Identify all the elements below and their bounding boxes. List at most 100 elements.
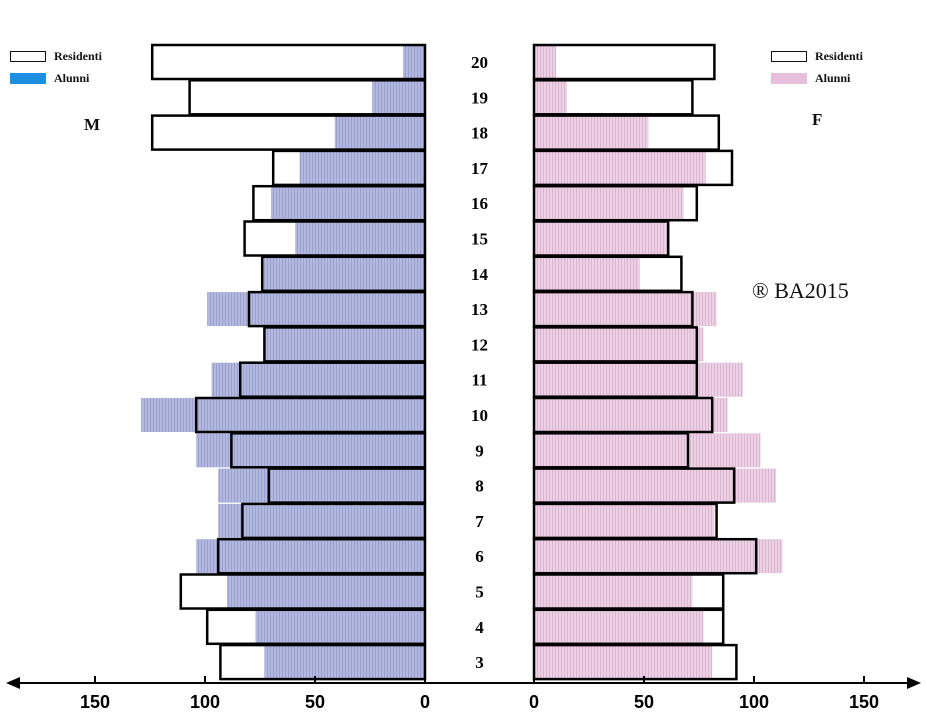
x-axis: 150 100 50 0 0 50 100 150: [6, 676, 921, 712]
age-label-14: 14: [471, 265, 489, 284]
bar-male-alunni-4: [255, 609, 425, 644]
male-alunni-bars: [141, 45, 425, 680]
x-tick-label: 0: [420, 692, 430, 712]
bar-female-alunni-5: [534, 574, 693, 609]
age-label-19: 19: [471, 88, 488, 107]
bar-female-alunni-6: [534, 539, 783, 574]
bar-female-residenti-19: [532, 79, 694, 116]
bar-male-residenti-5: [179, 573, 427, 610]
bar-female-alunni-20: [534, 45, 556, 79]
bar-male-residenti-12: [263, 326, 427, 363]
bar-female-alunni-9: [534, 433, 761, 468]
female-side-label: F: [812, 110, 823, 129]
bar-male-residenti-15: [243, 220, 427, 257]
bar-male-alunni-15: [295, 221, 425, 256]
x-tick-label: 150: [80, 692, 110, 712]
bar-female-residenti-7: [532, 502, 718, 540]
age-label-9: 9: [475, 441, 484, 460]
x-tick-label: 0: [529, 692, 539, 712]
age-label-4: 4: [475, 618, 484, 637]
bar-female-alunni-7: [534, 503, 715, 538]
bar-female-alunni-11: [534, 362, 743, 397]
bar-female-alunni-3: [534, 645, 713, 680]
bar-male-residenti-17: [271, 149, 427, 187]
age-label-11: 11: [471, 371, 487, 390]
bar-male-alunni-10: [141, 398, 425, 432]
bar-female-residenti-17: [532, 149, 734, 187]
legend-item-residenti: Residenti: [771, 45, 863, 67]
bar-male-residenti-9: [230, 432, 427, 469]
age-label-10: 10: [471, 406, 488, 425]
legend-swatch-alunni: [10, 72, 46, 84]
female-alunni-bars: [534, 45, 783, 680]
age-label-5: 5: [475, 583, 484, 602]
bar-male-residenti-13: [247, 290, 427, 328]
bar-male-residenti-4: [205, 608, 427, 646]
legend-swatch-residenti: [10, 50, 46, 62]
age-label-7: 7: [475, 512, 484, 531]
watermark-text: ® BA2015: [752, 278, 849, 303]
bar-male-alunni-12: [264, 327, 425, 362]
age-label-17: 17: [471, 159, 489, 178]
bar-male-residenti-16: [252, 184, 427, 222]
bar-female-alunni-19: [534, 80, 567, 115]
legend-label-alunni: Alunni: [54, 70, 90, 85]
bar-male-alunni-16: [271, 186, 425, 221]
bar-female-residenti-8: [532, 467, 736, 504]
legend-item-residenti: Residenti: [10, 45, 102, 67]
x-tick-label: 100: [739, 692, 769, 712]
bar-female-residenti-9: [532, 432, 690, 469]
legend-label-residenti: Residenti: [815, 48, 863, 63]
x-tick-label: 50: [634, 692, 654, 712]
bar-female-alunni-14: [534, 256, 640, 291]
bar-male-residenti-6: [216, 537, 427, 575]
bar-male-alunni-7: [218, 503, 425, 538]
bar-male-residenti-3: [219, 643, 427, 681]
age-label-16: 16: [471, 194, 488, 213]
bar-male-alunni-6: [196, 539, 425, 574]
axis-arrow-left-icon: [6, 677, 20, 689]
bar-female-residenti-11: [532, 361, 699, 398]
male-side-label: M: [84, 115, 101, 134]
bar-female-alunni-4: [534, 609, 704, 644]
legend-label-alunni: Alunni: [815, 70, 851, 85]
female-residenti-bars: [532, 43, 758, 681]
bar-female-residenti-18: [532, 114, 721, 151]
bar-male-residenti-8: [267, 467, 427, 504]
x-tick-label: 150: [849, 692, 879, 712]
bar-male-alunni-9: [196, 433, 425, 468]
bar-female-alunni-12: [534, 327, 704, 362]
age-label-18: 18: [471, 124, 488, 143]
bar-male-residenti-14: [260, 255, 427, 293]
age-label-13: 13: [471, 300, 488, 319]
axis-arrow-right-icon: [907, 677, 921, 689]
bar-male-alunni-14: [262, 256, 425, 291]
male-residenti-bars: [150, 43, 427, 681]
bar-male-alunni-11: [211, 362, 425, 397]
bar-male-alunni-5: [227, 574, 425, 609]
bar-female-alunni-13: [534, 292, 717, 327]
bar-female-alunni-17: [534, 150, 706, 185]
age-label-20: 20: [471, 53, 488, 72]
bar-female-residenti-4: [532, 608, 725, 646]
bar-male-alunni-3: [264, 645, 425, 680]
age-label-3: 3: [475, 653, 484, 672]
bar-male-residenti-11: [238, 361, 427, 398]
age-label-12: 12: [471, 335, 488, 354]
bar-female-residenti-16: [532, 184, 699, 222]
x-tick-label: 50: [305, 692, 325, 712]
bar-male-alunni-18: [334, 115, 425, 150]
bar-female-residenti-10: [532, 396, 714, 434]
bar-female-residenti-6: [532, 537, 758, 575]
bar-male-residenti-7: [241, 502, 427, 540]
bar-male-alunni-17: [299, 150, 425, 185]
bar-female-alunni-16: [534, 186, 684, 221]
bar-female-residenti-14: [532, 255, 683, 293]
legend-left: Residenti Alunni: [10, 45, 102, 89]
bar-female-alunni-8: [534, 468, 776, 503]
bar-male-alunni-13: [207, 292, 425, 327]
legend-item-alunni: Alunni: [10, 67, 102, 89]
legend-right: Residenti Alunni: [771, 45, 863, 89]
bar-female-alunni-18: [534, 115, 649, 150]
